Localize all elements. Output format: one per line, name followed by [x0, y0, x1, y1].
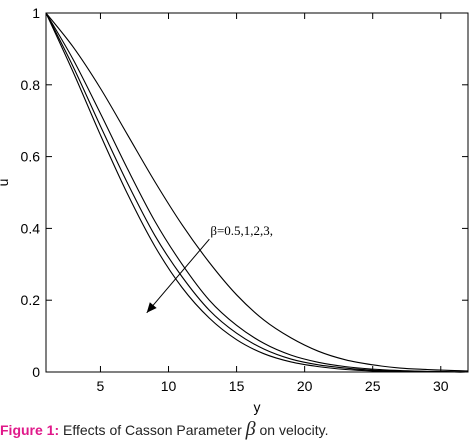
x-tick-label: 5	[97, 378, 105, 394]
y-tick-label: 0.4	[21, 220, 41, 236]
y-tick-label: 1	[32, 5, 40, 21]
y-tick-label: 0.8	[21, 77, 41, 93]
caption-beta-symbol: β	[245, 418, 256, 440]
series-line-2	[45, 12, 469, 373]
x-tick-label: 25	[365, 378, 381, 394]
annotation-layer: β=0.5,1,2,3,	[146, 223, 273, 314]
curves-layer	[45, 12, 469, 373]
ticks-layer: 5 10 15 20 25 30 0 0.2 0.4 0.6 0.8 1	[21, 5, 468, 394]
x-tick-label: 10	[161, 378, 177, 394]
y-tick-label: 0	[32, 364, 40, 380]
figure-caption: Figure 1: Effects of Casson Parameter β …	[0, 418, 474, 441]
y-tick-label: 0.6	[21, 149, 41, 165]
y-axis-label: u	[0, 179, 11, 187]
x-tick-label: 20	[297, 378, 313, 394]
x-tick-label: 15	[229, 378, 245, 394]
series-line-4	[45, 12, 469, 373]
series-line-1	[45, 12, 469, 372]
annotation-label: β=0.5,1,2,3,	[210, 223, 273, 238]
caption-label: Figure 1:	[0, 422, 60, 438]
annotation-arrow-shaft	[146, 238, 210, 314]
series-line-3	[45, 12, 469, 373]
caption-text: Effects of Casson Parameter	[63, 422, 242, 438]
x-axis-label: y	[254, 399, 261, 415]
annotation-arrow-head	[146, 302, 157, 313]
x-tick-label: 30	[433, 378, 449, 394]
caption-text-end: on velocity.	[259, 422, 329, 438]
y-tick-label: 0.2	[21, 292, 41, 308]
plot-frame	[45, 12, 469, 373]
